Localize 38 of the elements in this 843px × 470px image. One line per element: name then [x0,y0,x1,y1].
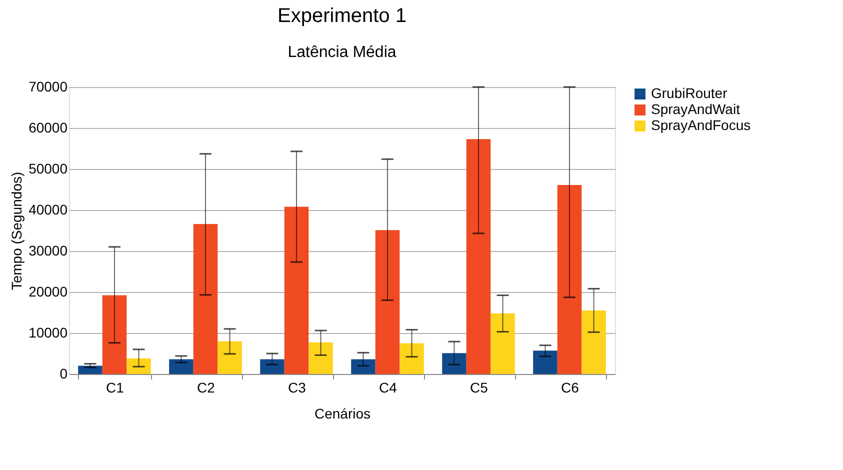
bar [375,230,400,374]
legend-label: SprayAndFocus [651,117,751,133]
y-axis-title: Tempo (Segundos) [8,172,25,290]
bar [582,310,606,374]
bar [218,341,242,374]
bar [169,359,194,374]
x-tick-label: C3 [288,380,306,396]
y-tick-label: 70000 [28,78,68,94]
y-tick-label: 40000 [28,202,68,218]
x-tick-label: C4 [379,380,398,396]
y-tick-label: 20000 [28,284,68,300]
y-tick-label: 0 [60,366,68,382]
y-tick-label: 30000 [28,242,68,258]
bar [308,342,333,374]
x-tick-label: C2 [197,380,216,396]
bar [284,206,309,374]
bar [557,184,582,374]
legend-label: SprayAndWait [651,101,740,117]
bar [193,224,218,374]
bar [102,295,127,374]
bar [126,358,151,374]
y-tick-label: 10000 [28,324,68,340]
bar [351,359,376,374]
x-tick-label: C1 [106,380,124,396]
legend-label: GrubiRouter [651,85,728,101]
bar [533,350,558,374]
y-tick-label: 50000 [28,160,68,176]
bar [442,353,466,374]
chart-title: Experimento 1 [278,5,406,27]
bar [490,313,515,374]
bar [466,139,491,374]
y-tick-label: 60000 [28,120,68,136]
x-axis-title: Cenários [314,406,371,422]
bar [260,359,284,374]
x-tick-label: C6 [561,380,580,396]
x-tick-label: C5 [470,380,488,396]
chart-subtitle: Latência Média [288,44,396,61]
bar [400,343,424,374]
